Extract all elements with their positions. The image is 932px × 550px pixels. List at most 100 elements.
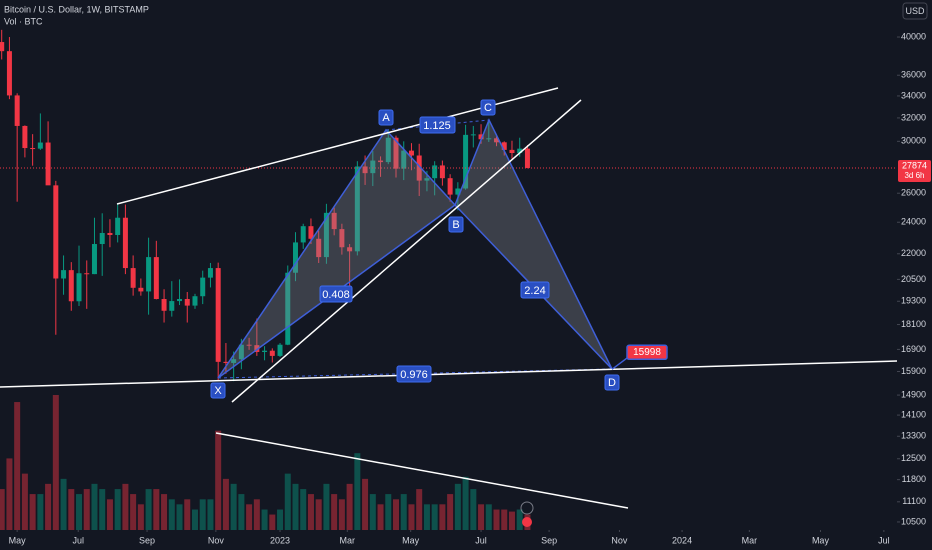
pattern-bcd [454,118,613,370]
y-tick-label: 20500 [901,274,926,284]
volume-bar [130,494,137,530]
candle-body [177,299,183,302]
trend-line [215,432,629,509]
volume-bar [454,483,461,530]
y-tick-label: 40000 [901,31,926,41]
volume-bar [300,489,307,530]
y-tick-label: 24000 [901,217,926,227]
point-box [378,109,394,126]
candle-body [378,160,384,163]
volume-bar [60,478,67,530]
volume-bar [447,494,454,530]
volume-bar [29,494,36,530]
volume-bar [176,504,183,530]
candle-body [76,273,82,302]
point-box [448,216,464,233]
candle-body [316,238,322,258]
candle-body [509,149,515,153]
event-icon[interactable] [522,517,532,527]
volume-bar [470,489,477,530]
candle-body [238,344,244,360]
candle-body [285,272,291,345]
pattern-bd [454,204,613,370]
candle-body [447,178,453,195]
volume-bar [238,494,245,530]
volume-bar [184,499,191,530]
candle-body [207,268,213,278]
candle-body [470,134,476,136]
candle-body [231,359,237,363]
price-axis [897,0,932,550]
candle-body [501,142,507,150]
volume-bar [0,489,5,530]
volume-bar [106,499,113,530]
point-label: C [484,102,492,114]
candle-body [146,257,152,292]
ratio-box [396,365,432,383]
volume-bar [199,499,206,530]
candle-body [401,150,407,169]
harmonic-pattern [217,118,613,379]
x-tick-label: Mar [742,535,758,545]
candle-body [486,138,492,140]
volume-bar [508,511,515,530]
candle-body [107,232,113,235]
volume-bar [338,499,345,530]
x-tick-label: May [812,535,830,545]
candle-body [424,178,430,181]
y-tick-label: 13300 [901,431,926,441]
ratio-label: 0.408 [322,289,350,301]
volume-bar [292,483,299,530]
volume-bar [137,504,144,530]
y-tick-label: 14100 [901,409,926,419]
volume-bar [37,494,44,530]
volume-bar [501,509,508,530]
volume-bar [191,509,198,530]
candle-body [277,344,283,356]
y-tick-label: 19300 [901,296,926,306]
volume-bar [222,478,229,530]
candle-layer [0,29,897,382]
candle-body [362,166,368,174]
candle-body [300,226,306,243]
volume-bar [153,489,160,530]
volume-bar [462,476,469,530]
candle-body [254,345,260,352]
point-box [480,99,496,116]
currency-label[interactable]: USD [905,6,925,16]
point-label: D [608,377,616,389]
volume-bar [354,453,361,530]
event-icon[interactable] [520,501,534,515]
candle-body [153,257,159,300]
candle-body [14,95,20,126]
ratio-box [419,116,456,134]
currency-button[interactable] [902,2,928,20]
point-box [210,382,226,399]
volume-bar [478,504,485,530]
volume-bar [122,483,129,530]
pattern-ac [385,119,490,131]
volume-bar [346,483,353,530]
pattern-xab [217,128,457,379]
candle-body [223,361,229,363]
volume-bar [323,483,330,530]
volume-bar [431,504,438,530]
x-tick-label: May [9,535,27,545]
volume-bar [516,509,523,530]
volume-bar [362,478,369,530]
x-tick-label: Nov [611,535,628,545]
candle-body [122,217,128,269]
candle-body [169,301,175,311]
x-tick-label: 2023 [270,535,290,545]
volume-bar [215,430,222,530]
volume-bar [99,489,106,530]
volume-bar [485,504,492,530]
x-tick-label: Nov [208,535,225,545]
y-tick-label: 32000 [901,112,926,122]
volume-bar [21,473,28,530]
candle-body [130,268,136,288]
candle-body [0,42,5,52]
y-tick-label: 26000 [901,188,926,198]
volume-bar [284,473,291,530]
